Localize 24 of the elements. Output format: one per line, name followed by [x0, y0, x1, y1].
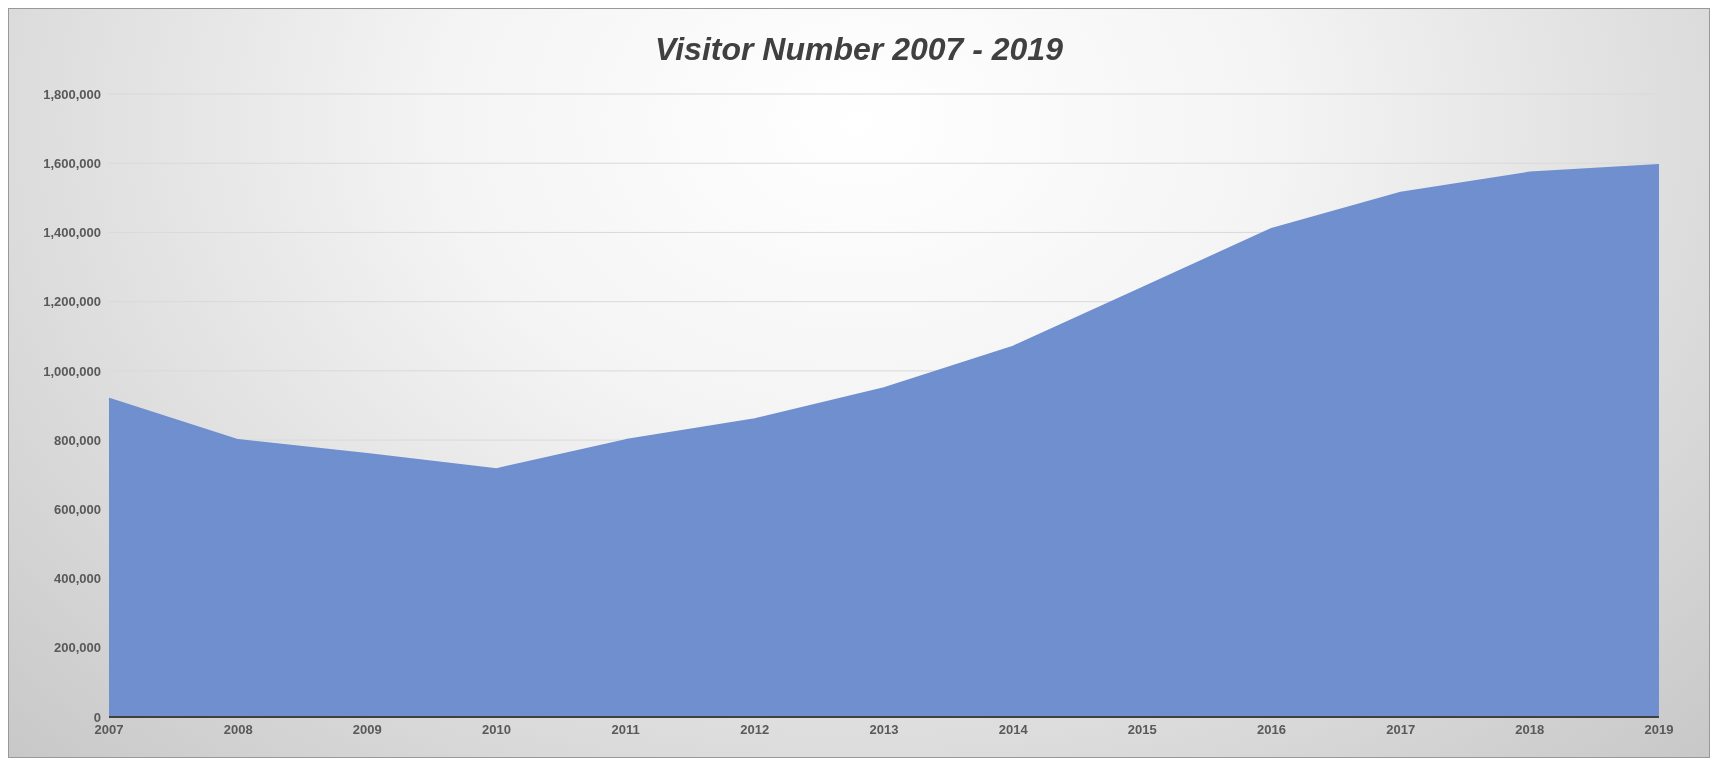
x-tick-label: 2014: [998, 722, 1029, 738]
x-tick-label: 2016: [1257, 722, 1286, 738]
chart-title: Visitor Number 2007 - 2019: [654, 31, 1064, 68]
x-tick-label: 2010: [482, 722, 511, 738]
y-tick-label: 1,800,000: [43, 86, 101, 102]
y-tick-label: 600,000: [54, 501, 101, 517]
y-tick-label: 1,400,000: [43, 225, 101, 241]
y-tick-label: 200,000: [54, 640, 101, 656]
y-tick-label: 400,000: [54, 571, 101, 587]
y-tick-label: 1,000,000: [43, 363, 101, 379]
x-tick-label: 2008: [223, 722, 253, 738]
y-tick-label: 0: [93, 709, 101, 725]
x-tick-label: 2009: [352, 722, 382, 738]
x-tick-label: 2019: [1644, 722, 1674, 738]
x-tick-label: 2017: [1386, 722, 1416, 738]
x-tick-label: 2011: [611, 722, 640, 738]
y-tick-label: 1,600,000: [43, 155, 101, 171]
x-tick-label: 2015: [1127, 722, 1157, 738]
x-tick-label: 2018: [1515, 722, 1545, 738]
y-tick-label: 1,200,000: [43, 294, 101, 310]
x-tick-label: 2012: [740, 722, 770, 738]
x-tick-label: 2013: [869, 722, 899, 738]
y-tick-label: 800,000: [54, 432, 101, 448]
x-tick-label: 2007: [94, 722, 124, 738]
